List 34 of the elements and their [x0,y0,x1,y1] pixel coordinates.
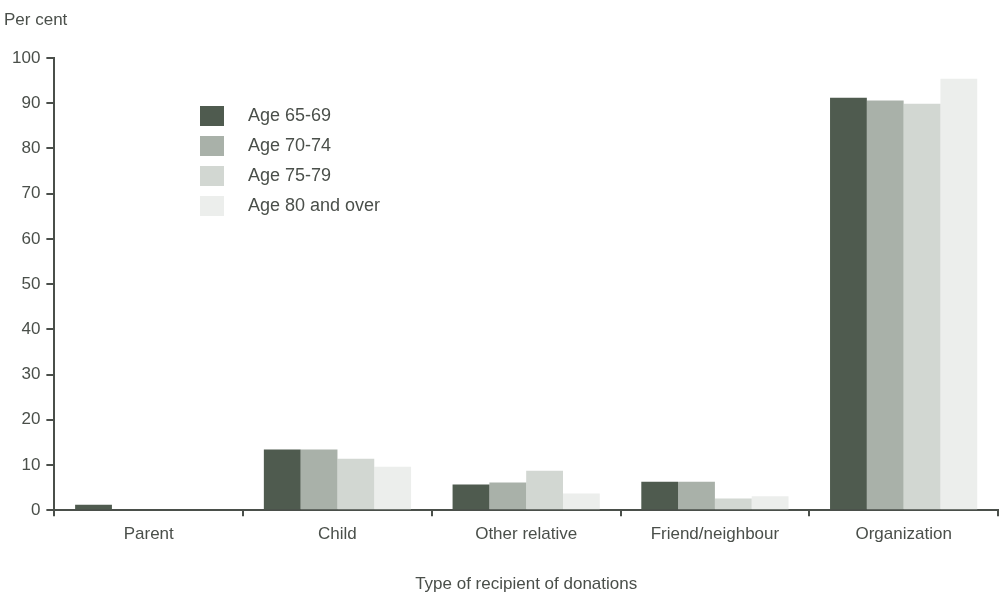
legend-label: Age 70-74 [248,135,332,156]
legend-label: Age 65-69 [248,105,332,126]
bar [300,449,338,510]
bar [903,103,941,510]
bar [751,496,789,510]
x-tick-label: Parent [123,524,175,544]
x-tick-label: Organization [855,524,952,544]
y-tick-label: 30 [21,364,41,384]
y-tick-label: 20 [21,409,41,429]
y-tick-label: 40 [21,319,41,339]
bar [866,100,904,510]
x-tick-label: Child [318,524,357,544]
bar [562,493,600,510]
y-tick-label: 60 [21,228,41,248]
y-tick-label: 0 [30,499,41,519]
bar [526,470,563,510]
bar [489,482,527,510]
y-axis-title: Per cent [4,10,68,30]
x-tick-label: Friend/neighbour [650,524,780,544]
bar [678,481,715,510]
legend-label: Age 80 and over [248,195,381,216]
bar [337,458,375,510]
y-tick-label: 70 [21,183,41,203]
x-axis-title: Type of recipient of donations [415,574,638,594]
x-tick-label: Other relative [475,524,578,544]
y-tick-label: 50 [21,273,41,293]
y-tick-label: 80 [21,138,41,158]
legend-label: Age 75-79 [248,165,332,186]
y-tick-label: 100 [11,47,41,67]
y-tick-label: 90 [21,92,41,112]
bar [374,466,412,510]
bar [940,78,978,510]
y-tick-label: 10 [21,454,41,474]
bar [714,498,752,510]
